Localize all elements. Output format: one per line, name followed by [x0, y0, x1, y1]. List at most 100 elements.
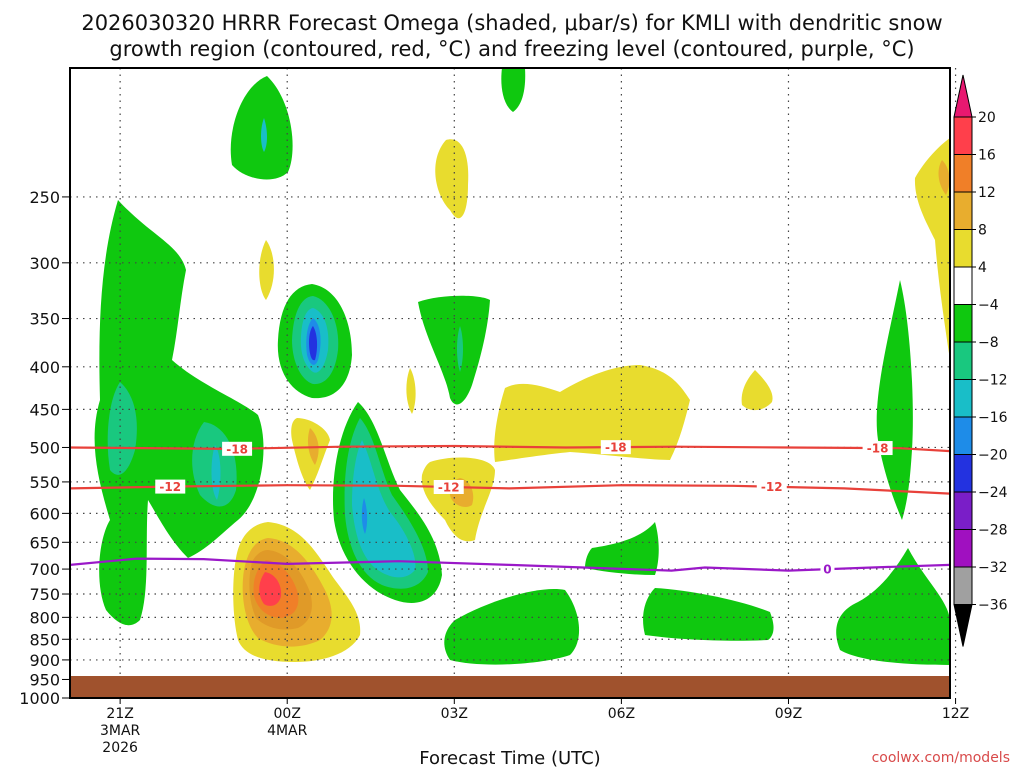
x-tick-label: 00Z — [274, 706, 301, 722]
colorbar-top-arrow — [953, 74, 973, 118]
x-tick-date: 3MAR — [100, 723, 141, 739]
omega-region-right-orange — [938, 160, 950, 195]
omega-region-top-center-green — [501, 68, 526, 112]
x-tick-label: 21Z — [106, 706, 133, 722]
colorbar-swatch — [953, 229, 973, 268]
colorbar-swatch — [953, 116, 973, 155]
y-tick-label: 1000 — [19, 689, 60, 708]
contour-label: -18 — [867, 442, 889, 456]
contour-label-background — [756, 479, 787, 494]
temperature-contours: -18 -18 -18 -12 -12 -12 0 — [70, 440, 950, 577]
contour-label-background — [600, 440, 631, 455]
omega-region-left-column — [94, 200, 264, 626]
y-tick-label: 650 — [29, 533, 60, 552]
omega-region-right-yellow — [914, 138, 950, 360]
omega-region-center-lightblue — [361, 498, 368, 534]
omega-region-center-teal — [352, 440, 416, 578]
contour-label-background — [820, 562, 835, 577]
colorbar: 20 16 12 8 4 −4 −8 −12 −16 −20 −24 −28 −32 −36 — [953, 74, 1008, 647]
colorbar-label: 16 — [978, 148, 996, 164]
contour-line-0 — [70, 557, 950, 572]
colorbar-label: −32 — [978, 560, 1008, 576]
omega-region-small-yellow-3 — [741, 370, 773, 411]
colorbar-label: 20 — [978, 110, 996, 126]
omega-region-top-teal — [261, 118, 267, 152]
colorbar-label: 8 — [978, 223, 987, 239]
chart-title-line-2: growth region (contoured, red, °C) and f… — [109, 37, 914, 61]
y-tick-label: 750 — [29, 585, 60, 604]
colorbar-swatch — [953, 529, 973, 568]
contour-label: -12 — [761, 480, 783, 494]
colorbar-swatch — [953, 566, 973, 605]
plot-area — [70, 68, 950, 698]
colorbar-label: 4 — [978, 260, 987, 276]
contour-label: -12 — [438, 481, 460, 495]
omega-region-small-yellow-2 — [406, 368, 416, 414]
contour-line--12 — [70, 484, 950, 495]
chart-title-line-1: 2026030320 HRRR Forecast Omega (shaded, … — [81, 11, 942, 35]
omega-region-bottom-green-1 — [444, 589, 580, 665]
y-tick-label: 250 — [29, 188, 60, 207]
colorbar-swatch — [953, 304, 973, 343]
colorbar-swatch — [953, 266, 973, 305]
contour-label-background — [433, 480, 464, 495]
y-tick-label: 350 — [29, 310, 60, 329]
colorbar-label: −28 — [978, 523, 1008, 539]
omega-region-upper-blue — [309, 326, 318, 361]
y-tick-label: 450 — [29, 400, 60, 419]
omega-region-top-yellow-1 — [435, 139, 469, 219]
credit-text: coolwx.com/models — [872, 750, 1010, 766]
colorbar-swatch — [953, 341, 973, 380]
y-axis-ticks: 250 300 350 400 450 500 550 600 650 700 750 800 850 9… — [19, 188, 70, 708]
colorbar-swatch — [953, 416, 973, 455]
omega-region-bottom-green-3 — [643, 588, 774, 641]
omega-region-mid-upper-teal — [457, 326, 463, 372]
contour-label: -18 — [605, 441, 627, 455]
y-tick-label: 300 — [29, 254, 60, 273]
contour-label-background — [862, 441, 893, 456]
y-tick-label: 500 — [29, 438, 60, 457]
colorbar-swatch — [953, 154, 973, 193]
colorbar-swatch — [953, 454, 973, 493]
x-tick-label: 03Z — [441, 706, 468, 722]
contour-label: -18 — [226, 442, 248, 456]
colorbar-label: −24 — [978, 485, 1008, 501]
x-axis-label: Forecast Time (UTC) — [419, 748, 600, 768]
omega-region-descent-red — [259, 572, 282, 606]
colorbar-label: −36 — [978, 598, 1008, 614]
colorbar-swatch — [953, 191, 973, 230]
y-tick-label: 850 — [29, 630, 60, 649]
y-tick-label: 800 — [29, 608, 60, 627]
plot-frame — [69, 67, 951, 699]
omega-region-right-column-green — [876, 280, 913, 520]
x-tick-label: 09Z — [775, 706, 802, 722]
contour-label: 0 — [823, 563, 831, 577]
omega-region-small-yellow — [259, 240, 274, 300]
colorbar-swatch — [953, 379, 973, 418]
x-tick-label: 06Z — [608, 706, 635, 722]
contour-label-background — [222, 441, 253, 456]
omega-region-bottom-right-green — [836, 548, 950, 665]
colorbar-label: 12 — [978, 185, 996, 201]
omega-region-mid-upper-green — [418, 295, 490, 405]
colorbar-label: −20 — [978, 448, 1008, 464]
colorbar-label: −8 — [978, 335, 999, 351]
omega-region-bottom-green-2 — [585, 522, 659, 575]
contour-label: -12 — [159, 480, 181, 494]
colorbar-bottom-arrow — [953, 604, 973, 647]
colorbar-label: −16 — [978, 410, 1008, 426]
y-tick-label: 950 — [29, 670, 60, 689]
colorbar-label: −4 — [978, 298, 999, 314]
omega-region-left-teal — [107, 382, 137, 475]
y-tick-label: 900 — [29, 651, 60, 670]
x-tick-label: 12Z — [942, 706, 969, 722]
y-tick-label: 400 — [29, 358, 60, 377]
y-tick-label: 600 — [29, 504, 60, 523]
x-tick-date: 4MAR — [267, 723, 308, 739]
ground-surface — [70, 676, 950, 698]
y-tick-label: 700 — [29, 560, 60, 579]
x-tick-year: 2026 — [102, 740, 138, 756]
omega-region-broad-yellow — [494, 365, 690, 462]
